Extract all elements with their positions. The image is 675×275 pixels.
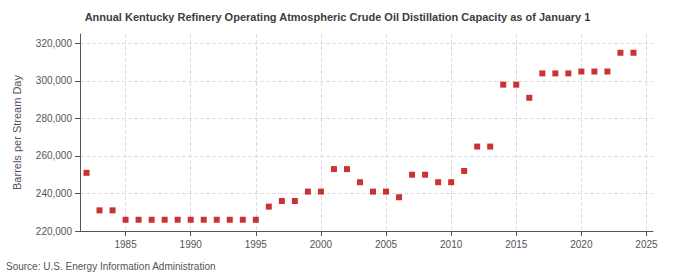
svg-text:Barrels per Stream Day: Barrels per Stream Day	[11, 75, 23, 190]
svg-text:280,000: 280,000	[36, 113, 73, 124]
svg-text:2000: 2000	[310, 239, 333, 250]
svg-text:1995: 1995	[245, 239, 268, 250]
svg-text:260,000: 260,000	[36, 150, 73, 161]
svg-text:300,000: 300,000	[36, 75, 73, 86]
svg-text:Source: U.S. Energy Informatio: Source: U.S. Energy Information Administ…	[6, 261, 216, 272]
svg-text:2010: 2010	[440, 239, 463, 250]
svg-text:2020: 2020	[570, 239, 593, 250]
svg-text:Annual Kentucky Refinery Opera: Annual Kentucky Refinery Operating Atmos…	[85, 11, 591, 23]
svg-text:2025: 2025	[635, 239, 658, 250]
svg-text:240,000: 240,000	[36, 188, 73, 199]
svg-text:1985: 1985	[114, 239, 137, 250]
svg-text:2015: 2015	[505, 239, 528, 250]
svg-text:220,000: 220,000	[36, 226, 73, 237]
svg-text:2005: 2005	[375, 239, 398, 250]
svg-text:320,000: 320,000	[36, 38, 73, 49]
svg-text:1990: 1990	[180, 239, 203, 250]
